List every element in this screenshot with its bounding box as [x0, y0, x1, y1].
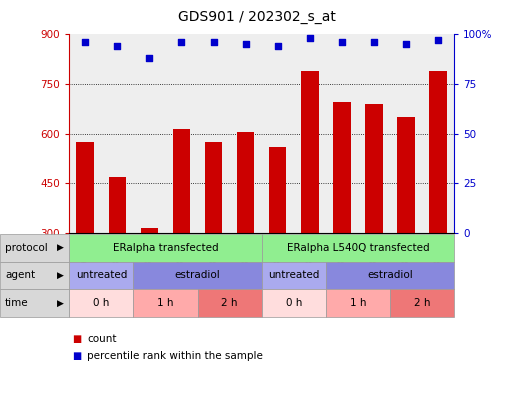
Text: 1 h: 1 h — [157, 298, 174, 308]
Text: ERalpha transfected: ERalpha transfected — [113, 243, 218, 253]
Point — [209, 39, 218, 46]
Text: 2 h: 2 h — [413, 298, 430, 308]
Bar — [76, 142, 94, 233]
Text: ■: ■ — [72, 334, 81, 344]
Point — [273, 43, 282, 49]
Bar — [429, 71, 447, 233]
Text: 1 h: 1 h — [349, 298, 366, 308]
Bar — [173, 129, 190, 233]
Text: 0 h: 0 h — [286, 298, 302, 308]
Text: count: count — [87, 334, 117, 344]
Point — [306, 35, 314, 42]
Text: 2 h: 2 h — [221, 298, 238, 308]
Text: ▶: ▶ — [56, 298, 64, 307]
Bar — [269, 147, 286, 233]
Text: agent: agent — [5, 271, 35, 280]
Bar — [301, 71, 319, 233]
Bar — [397, 117, 415, 233]
Text: ■: ■ — [72, 351, 81, 361]
Text: protocol: protocol — [5, 243, 48, 253]
Text: GDS901 / 202302_s_at: GDS901 / 202302_s_at — [177, 10, 336, 24]
Text: 0 h: 0 h — [93, 298, 109, 308]
Bar — [109, 177, 126, 233]
Point — [370, 39, 378, 46]
Text: untreated: untreated — [75, 271, 127, 280]
Text: untreated: untreated — [268, 271, 320, 280]
Text: ▶: ▶ — [56, 243, 64, 252]
Point — [113, 43, 122, 49]
Text: estradiol: estradiol — [174, 271, 221, 280]
Text: ERalpha L540Q transfected: ERalpha L540Q transfected — [286, 243, 429, 253]
Text: estradiol: estradiol — [367, 271, 413, 280]
Point — [338, 39, 346, 46]
Bar — [333, 102, 350, 233]
Bar — [237, 132, 254, 233]
Point — [177, 39, 186, 46]
Text: ▶: ▶ — [56, 271, 64, 280]
Point — [434, 37, 442, 44]
Bar — [205, 142, 222, 233]
Bar — [365, 104, 383, 233]
Point — [81, 39, 89, 46]
Bar — [141, 228, 158, 233]
Text: time: time — [5, 298, 29, 308]
Point — [242, 41, 250, 47]
Point — [402, 41, 410, 47]
Text: percentile rank within the sample: percentile rank within the sample — [87, 351, 263, 361]
Point — [145, 55, 153, 62]
